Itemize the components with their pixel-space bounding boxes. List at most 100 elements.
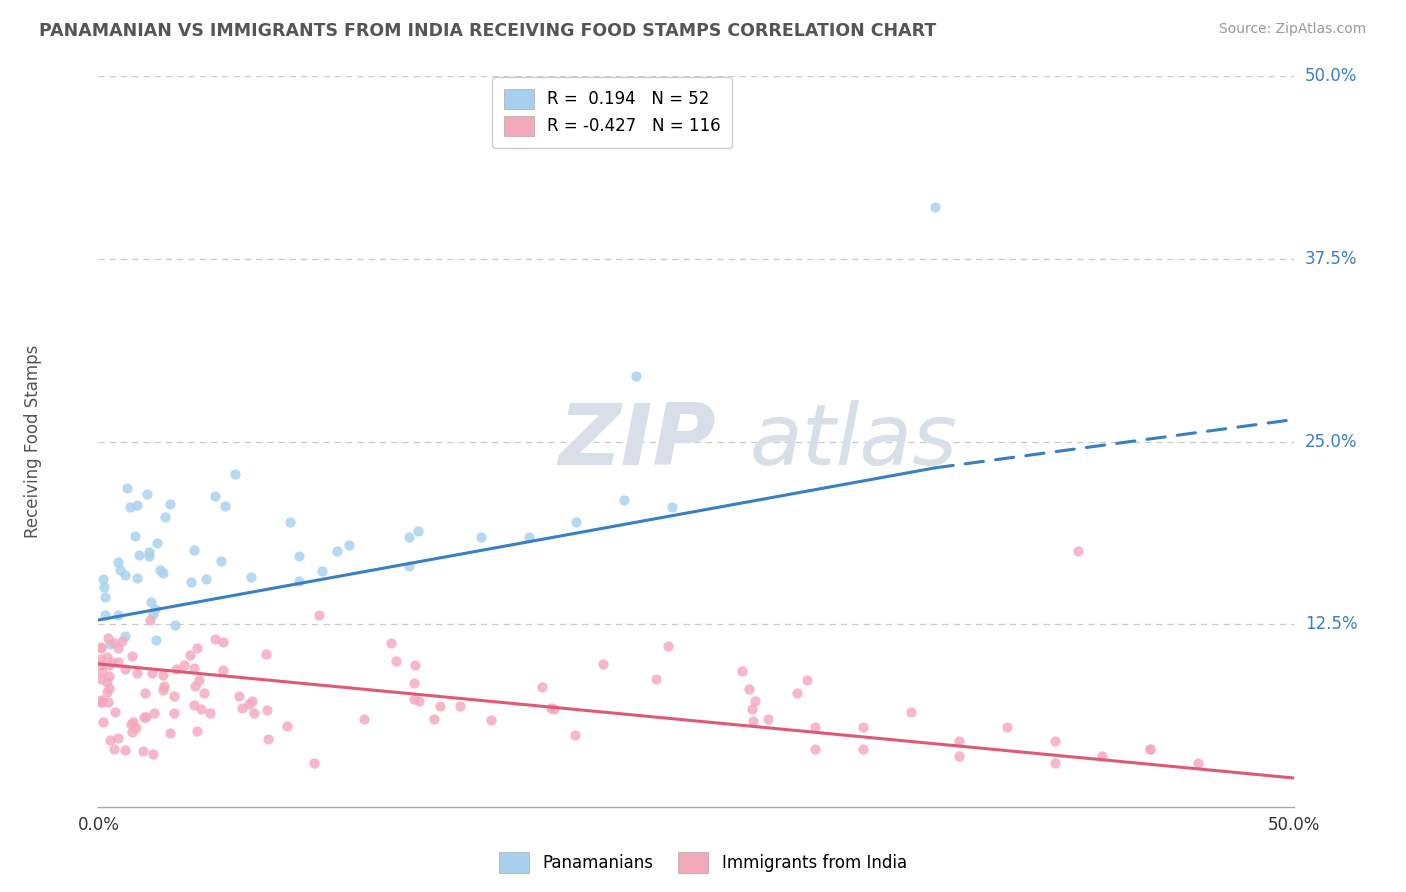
Point (402, 691, 425, 706)
Point (184, 679, 207, 693)
Point (187, 673, 209, 687)
Point (995, 720, 1018, 734)
Point (924, 201, 946, 215)
Point (564, 728, 586, 742)
Point (138, 545, 160, 559)
Point (238, 697, 260, 711)
Point (149, 563, 172, 577)
Point (406, 524, 429, 539)
Point (121, 724, 143, 739)
Point (107, 555, 129, 569)
Point (96, 650, 118, 665)
Point (110, 563, 132, 577)
Point (152, 566, 174, 581)
Point (209, 554, 232, 568)
Point (90, 695, 112, 709)
Point (398, 558, 420, 573)
Point (107, 607, 129, 622)
Point (145, 632, 167, 647)
Point (540, 701, 562, 715)
Point (142, 607, 165, 622)
Point (125, 498, 148, 512)
Point (193, 686, 215, 700)
Point (239, 570, 262, 584)
Point (152, 679, 174, 693)
Point (165, 617, 187, 632)
Point (228, 689, 250, 703)
Point (97, 695, 120, 709)
Point (114, 743, 136, 757)
Point (731, 664, 754, 678)
Point (91, 665, 114, 679)
Point (423, 712, 446, 726)
Point (107, 656, 129, 670)
Point (143, 602, 166, 616)
Point (115, 481, 138, 495)
Point (122, 715, 145, 730)
Point (804, 741, 827, 756)
Point (592, 657, 614, 672)
Text: 37.5%: 37.5% (1305, 250, 1357, 268)
Text: PANAMANIAN VS IMMIGRANTS FROM INDIA RECEIVING FOOD STAMPS CORRELATION CHART: PANAMANIAN VS IMMIGRANTS FROM INDIA RECE… (39, 22, 936, 40)
Point (626, 368, 648, 383)
Point (470, 530, 492, 544)
Legend: R =  0.194   N = 52, R = -0.427   N = 116: R = 0.194 N = 52, R = -0.427 N = 116 (492, 77, 733, 147)
Point (756, 713, 779, 727)
Point (257, 732, 280, 747)
Point (657, 639, 679, 653)
Point (326, 544, 349, 558)
Point (163, 689, 186, 703)
Point (132, 710, 155, 724)
Point (404, 658, 426, 673)
Point (132, 744, 155, 758)
Point (1139, 741, 1161, 756)
Point (111, 634, 134, 648)
Point (90, 640, 112, 655)
Point (948, 749, 970, 764)
Point (449, 699, 471, 714)
Point (96, 675, 118, 690)
Point (385, 654, 408, 668)
Point (121, 649, 143, 664)
Point (135, 710, 157, 724)
Point (543, 702, 565, 716)
Point (744, 694, 766, 708)
Point (204, 632, 226, 646)
Point (128, 548, 150, 562)
Point (1139, 741, 1161, 756)
Text: ZIP: ZIP (558, 400, 716, 483)
Text: Receiving Food Stamps: Receiving Food Stamps (24, 345, 42, 538)
Point (90, 693, 112, 707)
Point (1043, 756, 1066, 771)
Point (98, 681, 121, 695)
Point (224, 467, 246, 481)
Point (613, 493, 636, 508)
Point (103, 636, 125, 650)
Point (127, 571, 149, 585)
Point (741, 702, 763, 716)
Text: 50.0%: 50.0% (1305, 67, 1357, 85)
Point (159, 497, 181, 511)
Point (91, 572, 114, 586)
Point (517, 530, 540, 544)
Point (179, 648, 201, 662)
Point (93, 590, 115, 604)
Point (231, 701, 253, 715)
Point (212, 663, 235, 677)
Point (163, 706, 186, 720)
Point (796, 673, 818, 687)
Point (138, 613, 160, 627)
Point (398, 530, 420, 544)
Point (738, 682, 761, 697)
Legend: Panamanians, Immigrants from India: Panamanians, Immigrants from India (492, 846, 914, 880)
Point (114, 567, 136, 582)
Point (288, 574, 311, 588)
Point (104, 706, 127, 720)
Point (531, 680, 554, 694)
Point (186, 640, 208, 655)
Point (90, 640, 112, 654)
Point (852, 720, 875, 734)
Point (107, 731, 129, 745)
Point (288, 549, 311, 564)
Point (402, 676, 425, 690)
